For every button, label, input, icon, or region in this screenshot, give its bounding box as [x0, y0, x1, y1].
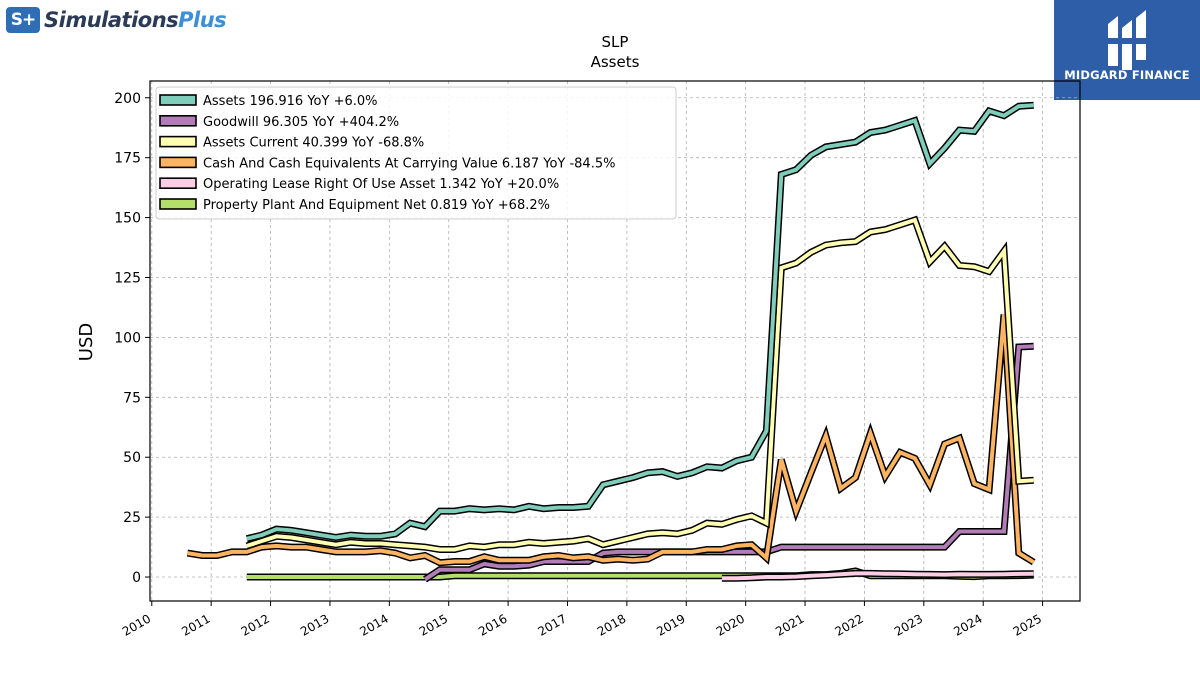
x-tick-label: 2025 [1011, 611, 1044, 638]
legend-swatch [159, 94, 197, 106]
legend-box [155, 86, 677, 220]
series-line-outline [186, 314, 1036, 567]
wordmark-part1: Simulations [44, 8, 179, 32]
series-line [246, 103, 1034, 541]
series-goodwill [423, 342, 1034, 583]
legend-item: Assets Current 40.399 YoY -68.8% [159, 135, 424, 151]
series-lease [721, 569, 1034, 582]
legend-item: Operating Lease Right Of Use Asset 1.342… [159, 177, 559, 192]
midgard-finance-name: MIDGARD FINANCE [1064, 68, 1190, 82]
legend-label: Assets 196.916 YoY +6.0% [203, 94, 378, 109]
y-tick-label: 0 [132, 570, 141, 586]
x-tick-label: 2015 [417, 611, 450, 638]
x-tick-label: 2020 [714, 611, 747, 638]
y-tick-label: 25 [123, 510, 141, 526]
series-assets [245, 101, 1034, 543]
legend-swatch [159, 177, 197, 189]
legend: Assets 196.916 YoY +6.0% Goodwill 96.305 … [155, 86, 677, 220]
series-line [246, 217, 1034, 552]
x-tick-label: 2019 [654, 611, 687, 638]
midgard-mark-icon [1108, 10, 1146, 70]
x-tick-label: 2010 [120, 611, 153, 638]
y-tick-label: 50 [123, 450, 141, 466]
x-tick-label: 2018 [595, 611, 628, 638]
x-tick-label: 2021 [773, 611, 806, 638]
legend-swatch [159, 198, 197, 210]
x-tick-label: 2012 [239, 611, 272, 638]
legend-item: Assets 196.916 YoY +6.0% [159, 94, 378, 109]
simulations-plus-wordmark: SimulationsPlus [44, 8, 227, 32]
legend-swatch [159, 115, 197, 127]
legend-item: Goodwill 96.305 YoY +404.2% [159, 115, 399, 130]
legend-label: Assets Current 40.399 YoY -68.8% [203, 136, 424, 151]
series-line-outline [245, 215, 1034, 553]
series-line [187, 314, 1035, 565]
x-tick-label: 2013 [298, 611, 331, 638]
x-tick-label: 2023 [892, 611, 925, 638]
wordmark-part2: Plus [178, 8, 227, 32]
simulations-plus-badge: S+ [6, 7, 40, 33]
y-tick-label: 100 [114, 330, 141, 346]
x-tick-label: 2017 [536, 611, 569, 638]
chart-subtitle: Assets [591, 53, 640, 71]
x-tick-label: 2024 [951, 611, 984, 638]
x-tick-label: 2011 [179, 611, 212, 638]
legend-swatch [159, 135, 197, 148]
x-tick-label: 2022 [832, 611, 865, 638]
chart-title: SLP [602, 33, 629, 51]
x-tick-label: 2016 [476, 611, 509, 638]
series-line [423, 344, 1034, 582]
plot-frame [149, 80, 1081, 602]
legend-item: Property Plant And Equipment Net 0.819 Y… [159, 198, 550, 213]
y-tick-label: 200 [114, 91, 141, 107]
series-cash [186, 314, 1036, 567]
y-axis-label: USD [76, 323, 97, 361]
simulations-plus-logo: S+ SimulationsPlus [6, 6, 227, 34]
series-layer [186, 101, 1036, 583]
y-tick-label: 75 [123, 390, 141, 406]
legend-label: Goodwill 96.305 YoY +404.2% [203, 115, 399, 130]
legend-label: Cash And Cash Equivalents At Carrying Va… [203, 156, 615, 171]
series-line [721, 571, 1034, 581]
y-tick-label: 150 [114, 211, 141, 227]
x-tick-label: 2014 [357, 611, 390, 638]
legend-label: Operating Lease Right Of Use Asset 1.342… [203, 177, 559, 192]
legend-item: Cash And Cash Equivalents At Carrying Va… [159, 156, 615, 171]
legend-swatch [159, 156, 197, 169]
y-tick-label: 125 [114, 270, 141, 286]
midgard-finance-logo: MIDGARD FINANCE [1054, 0, 1200, 100]
y-tick-label: 175 [114, 151, 141, 167]
series-assets-current [245, 215, 1034, 553]
legend-label: Property Plant And Equipment Net 0.819 Y… [203, 198, 550, 213]
